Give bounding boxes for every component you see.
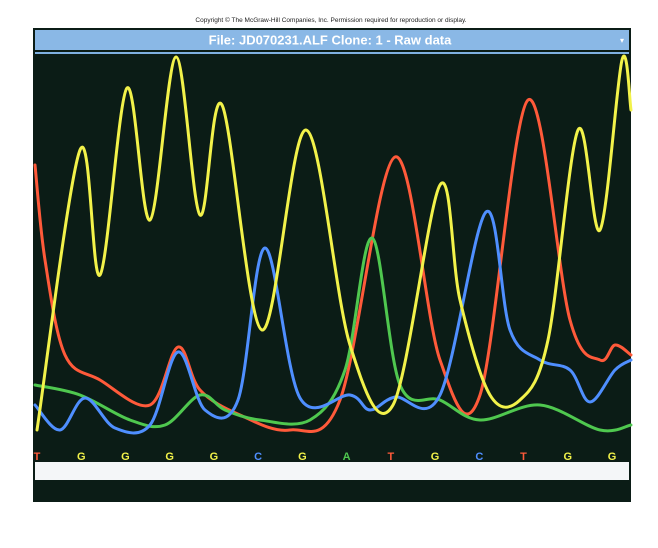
base-call: G — [563, 451, 572, 463]
base-call: A — [343, 451, 351, 463]
base-call: T — [387, 451, 394, 463]
base-call: T — [34, 451, 41, 463]
base-call: T — [520, 451, 527, 463]
base-call: G — [210, 451, 219, 463]
base-call: G — [608, 451, 617, 463]
window-title: File: JD070231.ALF Clone: 1 - Raw data — [209, 32, 453, 47]
scroll-arrow[interactable]: ▾ — [620, 36, 624, 45]
trace-a — [33, 236, 633, 433]
base-call: G — [431, 451, 440, 463]
title-bar — [35, 30, 629, 50]
status-bar — [35, 462, 629, 480]
base-call: C — [475, 451, 483, 463]
trace-c — [33, 209, 633, 435]
copyright: Copyright © The McGraw-Hill Companies, I… — [195, 16, 466, 24]
base-call: C — [254, 451, 262, 463]
base-call: G — [165, 451, 174, 463]
trace-g — [35, 54, 633, 432]
base-call: G — [121, 451, 130, 463]
base-call: G — [77, 451, 86, 463]
base-call: G — [298, 451, 307, 463]
